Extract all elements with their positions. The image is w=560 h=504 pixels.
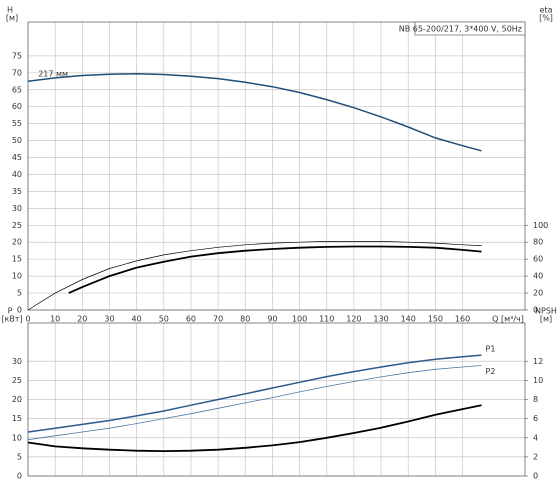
y-tick-label: 55 <box>12 119 22 128</box>
y-tick-label: 60 <box>12 102 22 111</box>
x-tick-label: 0 <box>25 315 30 324</box>
y2-tick-label: 0 <box>533 472 538 481</box>
y-tick-label: 40 <box>12 170 22 179</box>
y2-tick-label: 0 <box>533 306 538 315</box>
x-tick-label: 140 <box>401 315 416 324</box>
x-tick-label: 90 <box>267 315 277 324</box>
y-tick-label: 25 <box>12 376 22 385</box>
y2-tick-label: 2 <box>533 452 538 461</box>
y-tick-label: 45 <box>12 153 22 162</box>
plot-frame <box>27 21 526 311</box>
chart-title: NB 65-200/217, 3*400 V, 50Hz <box>399 25 522 34</box>
y-tick-label: 5 <box>17 289 22 298</box>
x-tick-label: 160 <box>455 315 470 324</box>
x-tick-label: 10 <box>50 315 60 324</box>
y-tick-label: 0 <box>17 472 22 481</box>
curve <box>27 73 482 152</box>
y2-axis-unit: [м] <box>540 315 552 324</box>
curve <box>68 245 482 294</box>
y-tick-label: 35 <box>12 187 22 196</box>
x-tick-label: 150 <box>428 315 443 324</box>
y-tick-label: 5 <box>17 452 22 461</box>
x-tick-label: 20 <box>77 315 87 324</box>
x-tick-label: 80 <box>240 315 250 324</box>
y-tick-label: 65 <box>12 85 22 94</box>
x-tick-label: 30 <box>104 315 114 324</box>
plot-frame <box>27 322 526 477</box>
y-tick-label: 20 <box>12 238 22 247</box>
x-tick-label: 60 <box>186 315 196 324</box>
y-axis-unit: [кВт] <box>1 315 22 324</box>
plot-area <box>28 22 525 310</box>
y2-tick-label: 40 <box>533 272 543 281</box>
y2-tick-label: 20 <box>533 289 543 298</box>
x-tick-label: 50 <box>159 315 169 324</box>
y-tick-label: 0 <box>17 306 22 315</box>
y-tick-label: 75 <box>12 51 22 60</box>
curve <box>27 241 482 311</box>
y2-tick-label: 4 <box>533 433 538 442</box>
y2-tick-label: 6 <box>533 414 538 423</box>
y-tick-label: 15 <box>12 414 22 423</box>
y-tick-label: 50 <box>12 136 22 145</box>
y2-axis-label: NPSH <box>535 307 557 316</box>
y2-tick-label: 80 <box>533 238 543 247</box>
y-axis-label: H <box>7 6 13 15</box>
x-tick-label: 40 <box>132 315 142 324</box>
curve-label: 217 мм <box>38 69 68 78</box>
y2-tick-label: 12 <box>533 357 543 366</box>
y-axis-unit: [м] <box>6 14 18 23</box>
y-tick-label: 70 <box>12 68 22 77</box>
curve <box>27 365 482 441</box>
curve <box>27 354 482 433</box>
y-tick-label: 25 <box>12 221 22 230</box>
y-tick-label: 10 <box>12 272 22 281</box>
y2-tick-label: 100 <box>533 221 548 230</box>
x-tick-label: 120 <box>346 315 361 324</box>
y-tick-label: 20 <box>12 395 22 404</box>
x-tick-label: 100 <box>292 315 307 324</box>
y-axis-label: P <box>8 307 13 316</box>
y-tick-label: 30 <box>12 357 22 366</box>
y2-tick-label: 8 <box>533 395 538 404</box>
y-tick-label: 10 <box>12 433 22 442</box>
title-box <box>414 21 526 36</box>
curve-label: P2 <box>486 367 496 376</box>
x-tick-label: 70 <box>213 315 223 324</box>
x-tick-label: 110 <box>319 315 334 324</box>
y-tick-label: 15 <box>12 255 22 264</box>
y2-tick-label: 60 <box>533 255 543 264</box>
x-tick-label: 130 <box>373 315 388 324</box>
curve-label: P1 <box>486 345 496 354</box>
curve <box>27 404 482 453</box>
y2-axis-unit: [%] <box>539 14 553 23</box>
y-tick-label: 30 <box>12 204 22 213</box>
y2-axis-label: eta <box>540 6 553 15</box>
x-axis-label: Q [м³/ч] <box>492 315 524 324</box>
y2-tick-label: 10 <box>533 376 543 385</box>
